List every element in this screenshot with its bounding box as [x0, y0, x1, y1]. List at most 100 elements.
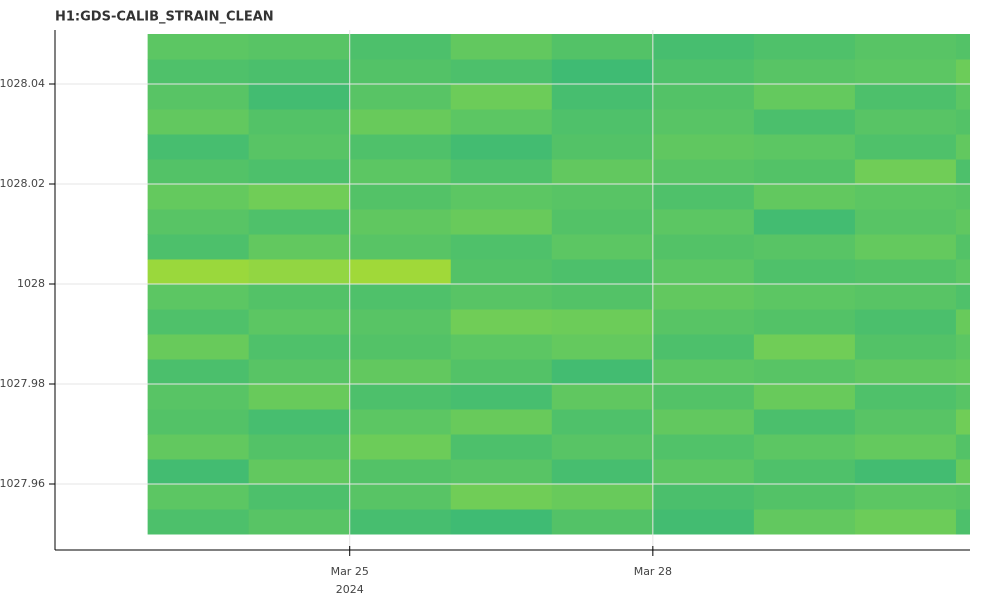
heatmap-cell [955, 134, 970, 160]
y-tick-label: 1028.04 [0, 77, 45, 90]
heatmap-cell [551, 359, 654, 385]
heatmap-cell [248, 284, 351, 310]
heatmap-cell [753, 409, 856, 435]
heatmap-cell [854, 184, 957, 210]
heatmap-cell [147, 459, 250, 485]
heatmap-cell [955, 234, 970, 260]
heatmap-cell [753, 34, 856, 60]
heatmap-cell [450, 159, 553, 185]
heatmap-cell [955, 159, 970, 185]
heatmap-cell [753, 109, 856, 135]
heatmap-cell [349, 59, 452, 85]
heatmap-cell [753, 84, 856, 110]
heatmap-cell [652, 484, 755, 510]
heatmap-cell [955, 459, 970, 485]
heatmap-cell [248, 309, 351, 335]
heatmap-cell [147, 209, 250, 235]
heatmap-cell [248, 59, 351, 85]
heatmap-cell [450, 59, 553, 85]
heatmap-cell [652, 109, 755, 135]
heatmap-cell [955, 184, 970, 210]
heatmap-cell [450, 209, 553, 235]
heatmap-cell [854, 509, 957, 535]
heatmap-cell [551, 134, 654, 160]
heatmap-cell [854, 334, 957, 360]
heatmap-cell [349, 134, 452, 160]
heatmap-cell [955, 84, 970, 110]
y-tick-label: 1028 [17, 277, 45, 290]
heatmap-cell [248, 259, 351, 285]
heatmap-cell [753, 459, 856, 485]
heatmap-cell [955, 359, 970, 385]
heatmap-cell [248, 409, 351, 435]
heatmap-cell [349, 184, 452, 210]
heatmap-cell [551, 309, 654, 335]
heatmap-cell [551, 184, 654, 210]
heatmap-cell [652, 434, 755, 460]
heatmap-cell [955, 409, 970, 435]
heatmap-cell [652, 34, 755, 60]
x-tick-label: Mar 28 [634, 565, 672, 578]
heatmap-cell [147, 234, 250, 260]
heatmap-cell [248, 509, 351, 535]
heatmap-cell [248, 434, 351, 460]
heatmap-cell [349, 484, 452, 510]
heatmap-cell [551, 109, 654, 135]
heatmap-cell [147, 359, 250, 385]
heatmap-cell [854, 384, 957, 410]
heatmap-cell [450, 434, 553, 460]
heatmap-cell [854, 84, 957, 110]
heatmap-cell [955, 109, 970, 135]
heatmap-cell [551, 484, 654, 510]
heatmap-cell [955, 284, 970, 310]
heatmap-cell [349, 309, 452, 335]
heatmap-cell [753, 484, 856, 510]
heatmap-cell [349, 34, 452, 60]
heatmap-cell [753, 309, 856, 335]
heatmap-cell [450, 384, 553, 410]
heatmap-cell [349, 234, 452, 260]
heatmap-cell [753, 134, 856, 160]
heatmap-cell [349, 334, 452, 360]
heatmap-cell [147, 184, 250, 210]
heatmap-cell [551, 459, 654, 485]
heatmap-cell [248, 84, 351, 110]
heatmap-cell [147, 134, 250, 160]
heatmap-cell [854, 209, 957, 235]
heatmap-cell [248, 334, 351, 360]
heatmap-cell [854, 309, 957, 335]
heatmap-cell [450, 309, 553, 335]
heatmap-cell [450, 359, 553, 385]
heatmap-cell [147, 159, 250, 185]
heatmap-cell [652, 209, 755, 235]
heatmap-cell [753, 509, 856, 535]
heatmap-cell [450, 109, 553, 135]
heatmap-cell [854, 34, 957, 60]
heatmap-cell [551, 384, 654, 410]
heatmap-cell [349, 459, 452, 485]
heatmap-cell [349, 84, 452, 110]
axes: 1027.96 1027.98 1028 1028.02 1028.04 Mar 25 Ma… [0, 30, 970, 596]
heatmap-cell [955, 259, 970, 285]
chart-title: H1:GDS-CALIB_STRAIN_CLEAN [55, 10, 274, 25]
heatmap-cell [652, 409, 755, 435]
heatmap-cell [349, 109, 452, 135]
heatmap-cell [147, 509, 250, 535]
heatmap-cell [147, 259, 250, 285]
heatmap-cell [551, 84, 654, 110]
heatmap-cell [551, 34, 654, 60]
heatmap-cell [955, 434, 970, 460]
heatmap-cell [854, 109, 957, 135]
heatmap-cell [147, 334, 250, 360]
heatmap-cell [955, 384, 970, 410]
heatmap-cell [955, 209, 970, 235]
heatmap-cell [854, 159, 957, 185]
heatmap-cell [753, 234, 856, 260]
heatmap-cell [551, 159, 654, 185]
heatmap-cell [551, 59, 654, 85]
heatmap-cell [551, 284, 654, 310]
heatmap-cell [652, 334, 755, 360]
heatmap-cell [652, 359, 755, 385]
heatmap-cell [551, 334, 654, 360]
